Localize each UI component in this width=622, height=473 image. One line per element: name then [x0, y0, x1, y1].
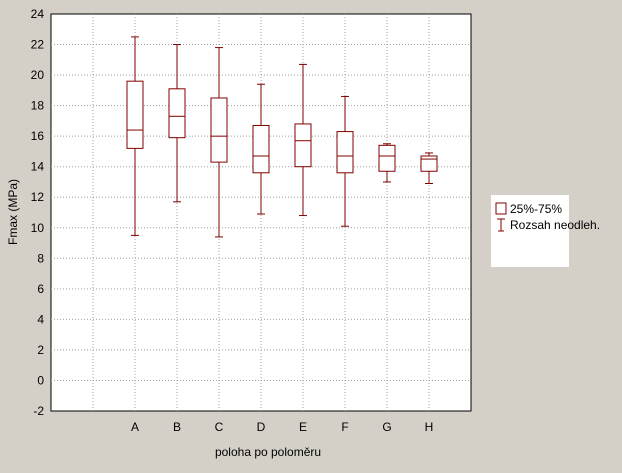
y-axis-label: Fmax (MPa): [6, 179, 20, 245]
y-tick-label: 20: [31, 68, 45, 82]
box-plot-B: [168, 44, 186, 203]
legend: 25%-75% Rozsah neodleh.: [491, 195, 600, 267]
x-tick-labels: A B C D E F G H: [131, 420, 433, 434]
iqr-box: [168, 88, 186, 139]
x-tick-label: D: [257, 420, 266, 434]
iqr-box: [126, 80, 144, 149]
x-tick-label: B: [173, 420, 181, 434]
box-plot-G: [378, 143, 396, 183]
box-plot-E: [294, 63, 312, 217]
legend-box-swatch: [495, 202, 507, 215]
legend-box-label: 25%-75%: [510, 202, 562, 216]
legend-whisker-swatch: [497, 218, 505, 232]
x-tick-label: C: [215, 420, 224, 434]
boxes-layer: [126, 36, 438, 238]
x-tick-label: A: [131, 420, 139, 434]
y-tick-label: 12: [31, 190, 45, 204]
y-tick-label: 8: [37, 251, 44, 265]
legend-whisker-label: Rozsah neodleh.: [510, 218, 600, 232]
y-tick-label: 4: [37, 312, 44, 326]
y-tick-label: 0: [37, 373, 44, 387]
y-tick-label: 14: [31, 160, 45, 174]
iqr-box: [378, 144, 396, 172]
y-tick-label: 6: [37, 282, 44, 296]
y-tick-label: 18: [31, 99, 45, 113]
x-tick-label: F: [341, 420, 348, 434]
x-axis-label: poloha po poloměru: [215, 445, 321, 459]
iqr-box: [252, 124, 270, 174]
y-tick-label: 24: [31, 7, 45, 21]
iqr-box: [294, 123, 312, 168]
box-plot-D: [252, 83, 270, 215]
box-plot-H: [420, 152, 438, 184]
y-tick-label: 2: [37, 343, 44, 357]
iqr-box: [336, 131, 354, 174]
y-tick-label: 16: [31, 129, 45, 143]
iqr-box: [420, 155, 438, 172]
box-plot-A: [126, 36, 144, 236]
box-plot-F: [336, 95, 354, 227]
box-plot-C: [210, 47, 228, 238]
x-tick-label: E: [299, 420, 307, 434]
y-tick-label: 22: [31, 38, 45, 52]
iqr-box: [210, 97, 228, 163]
y-tick-label: -2: [33, 404, 44, 418]
x-tick-label: G: [382, 420, 391, 434]
x-tick-label: H: [425, 420, 434, 434]
y-tick-label: 10: [31, 221, 45, 235]
